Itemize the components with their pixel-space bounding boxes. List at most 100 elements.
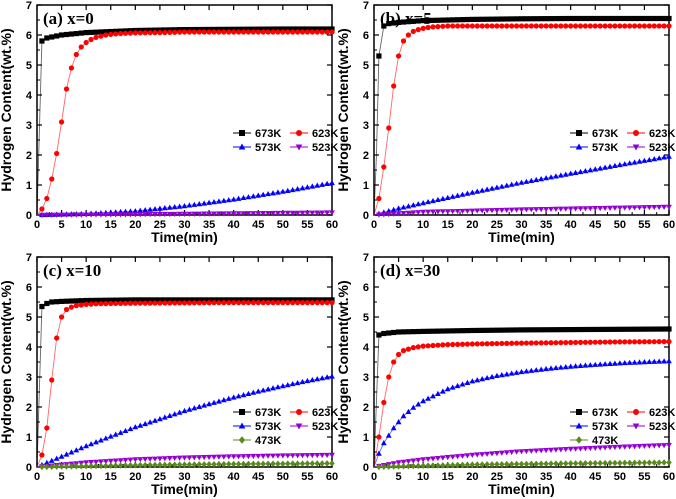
- data-point: [410, 458, 417, 464]
- series-line: [373, 18, 669, 216]
- data-point: [381, 330, 387, 337]
- data-point: [612, 23, 618, 29]
- x-tick-label: 15: [442, 219, 454, 231]
- data-point: [157, 211, 163, 218]
- data-point: [577, 15, 584, 22]
- x-tick-label: 60: [326, 219, 338, 231]
- data-point: [563, 15, 569, 22]
- data-point: [592, 445, 599, 451]
- data-point: [299, 185, 306, 191]
- data-point: [459, 191, 466, 197]
- data-point: [631, 339, 638, 345]
- legend-label: 573K: [255, 142, 281, 154]
- data-point: [157, 29, 163, 36]
- data-point: [563, 23, 569, 29]
- data-point: [420, 18, 426, 24]
- data-point: [275, 300, 281, 306]
- data-point: [420, 457, 427, 463]
- data-point: [553, 206, 559, 212]
- data-point: [518, 207, 525, 213]
- y-tick-label: 4: [26, 90, 33, 102]
- data-point: [425, 24, 431, 31]
- data-point: [231, 300, 237, 306]
- data-point: [656, 358, 663, 364]
- data-point: [240, 392, 247, 398]
- data-point: [73, 303, 79, 309]
- plot-frame: [36, 4, 333, 216]
- data-point: [240, 300, 247, 306]
- legend-item-523K: 523K: [627, 421, 675, 433]
- legend-marker: [575, 143, 583, 150]
- data-point: [592, 23, 598, 29]
- data-point: [385, 432, 392, 438]
- data-point: [260, 191, 267, 197]
- data-point: [240, 454, 247, 460]
- data-point: [250, 460, 257, 468]
- data-point: [454, 328, 461, 334]
- x-tick-label: 50: [614, 471, 626, 483]
- data-point: [220, 397, 227, 403]
- data-point: [602, 164, 608, 170]
- legend: 673K 623K 573K 523K: [233, 128, 338, 154]
- panel-b: 0 5 10 15 20 25 30 35 40 45 50 55 6001234567Time(min…: [335, 0, 675, 245]
- legend-item-573K: 573K: [570, 421, 618, 433]
- data-point: [78, 462, 84, 470]
- data-point: [147, 300, 153, 306]
- data-point: [582, 206, 589, 212]
- legend-item-573K: 573K: [233, 421, 281, 433]
- data-point: [469, 208, 476, 214]
- y-tick-label: 5: [363, 60, 369, 72]
- x-tick-label: 40: [565, 471, 577, 483]
- data-point: [255, 192, 262, 198]
- data-point: [314, 460, 320, 467]
- data-point: [152, 461, 158, 469]
- data-point: [607, 15, 613, 22]
- data-point: [309, 210, 316, 216]
- data-point: [597, 361, 604, 367]
- data-point: [181, 300, 188, 306]
- data-point: [479, 341, 485, 347]
- data-point: [113, 300, 119, 307]
- data-point: [216, 198, 222, 204]
- data-point: [577, 460, 584, 467]
- data-point: [235, 195, 242, 201]
- data-point: [435, 17, 441, 23]
- data-point: [592, 206, 599, 212]
- data-point: [304, 26, 311, 32]
- data-point: [68, 212, 75, 218]
- data-point: [538, 207, 545, 213]
- data-point: [78, 302, 84, 308]
- data-point: [235, 26, 242, 32]
- data-point: [435, 24, 441, 30]
- data-point: [122, 297, 129, 303]
- data-point: [117, 429, 124, 435]
- data-point: [440, 328, 446, 334]
- data-point: [568, 15, 574, 22]
- data-point: [167, 300, 173, 306]
- data-point: [607, 326, 613, 332]
- data-point: [304, 300, 311, 306]
- data-point: [425, 395, 431, 401]
- data-point: [503, 371, 510, 377]
- data-point: [68, 304, 75, 310]
- data-point: [484, 186, 490, 192]
- data-point: [415, 328, 421, 335]
- data-point: [390, 206, 397, 212]
- data-point: [211, 399, 217, 405]
- data-point: [631, 205, 638, 211]
- data-point: [439, 388, 446, 394]
- data-point: [265, 26, 271, 32]
- data-point: [294, 210, 301, 216]
- data-point: [63, 451, 70, 457]
- y-tick-label: 1: [363, 180, 369, 192]
- data-point: [285, 26, 291, 32]
- data-point: [474, 461, 480, 468]
- data-point: [44, 463, 50, 471]
- data-point: [509, 327, 515, 333]
- data-point: [405, 19, 412, 25]
- data-point: [39, 212, 45, 218]
- data-point: [518, 327, 525, 333]
- data-point: [152, 456, 158, 462]
- data-point: [132, 212, 139, 218]
- data-point: [255, 297, 261, 303]
